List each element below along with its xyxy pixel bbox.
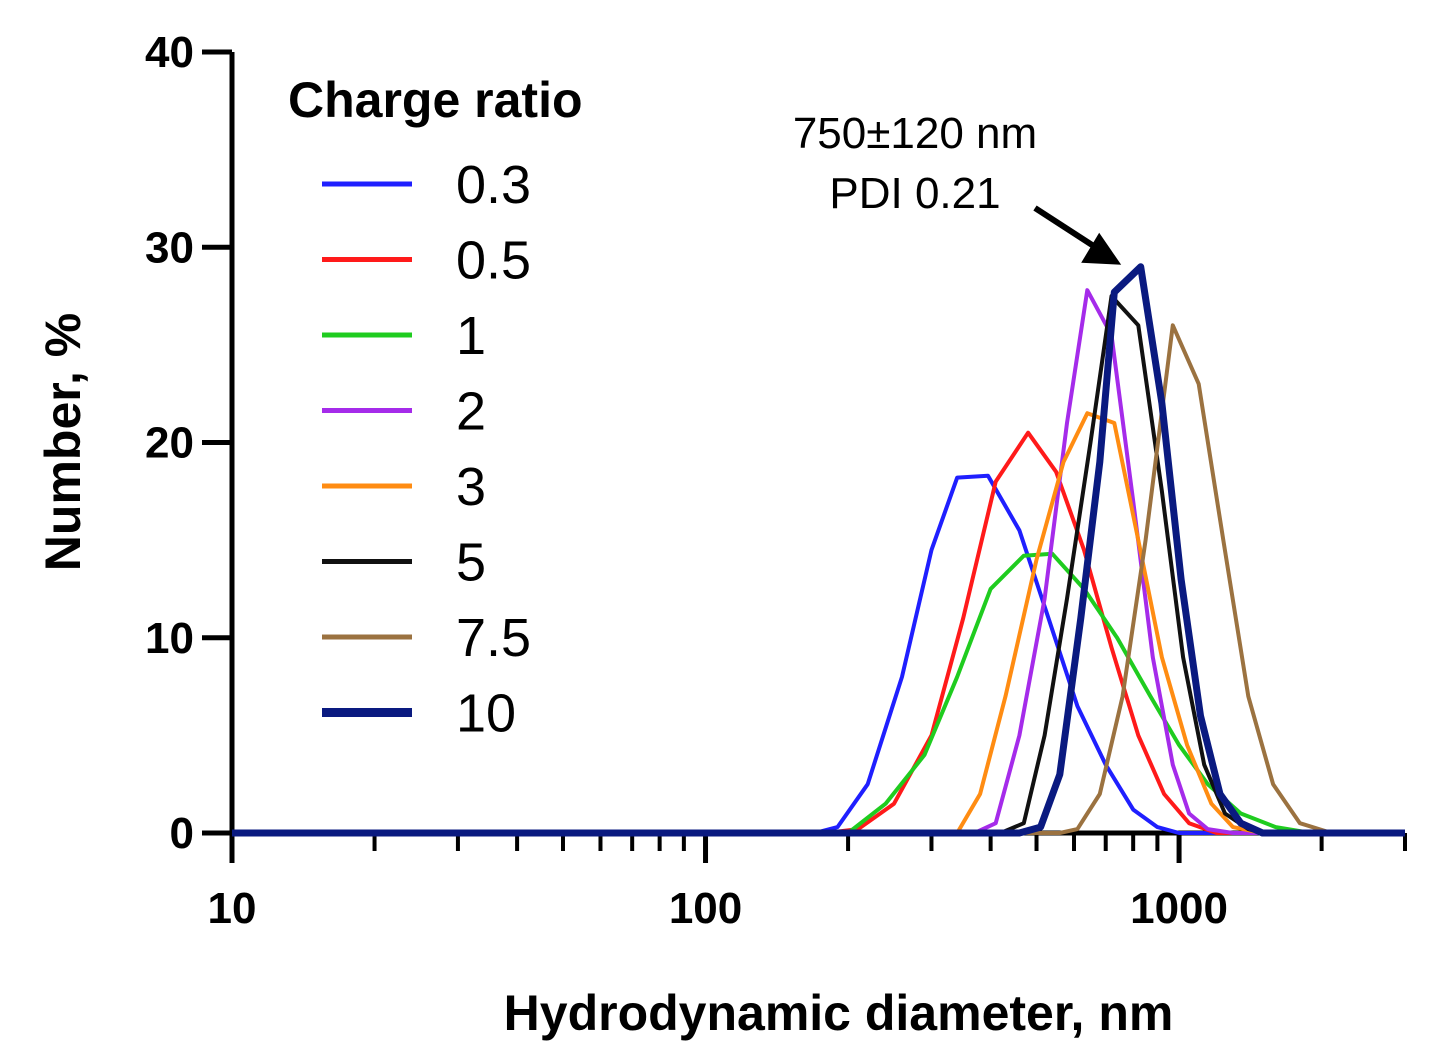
legend-title: Charge ratio <box>288 72 583 128</box>
series-line-10 <box>232 263 1405 837</box>
y-tick-label: 30 <box>145 223 194 272</box>
x-tick-label: 10 <box>208 884 257 933</box>
legend-label-3: 3 <box>456 457 486 517</box>
legend-label-10: 10 <box>456 684 516 744</box>
legend-label-2: 2 <box>456 382 486 442</box>
y-tick-label: 20 <box>145 419 194 468</box>
series-line-1 <box>232 551 1405 835</box>
series-line-7-5 <box>232 323 1405 835</box>
y-tick-label: 0 <box>170 809 194 858</box>
legend-label-0-5: 0.5 <box>456 231 531 291</box>
annotation-arrow-head <box>1081 232 1122 265</box>
axes: 0 10 20 30 40 10 100 1000 Hydrodynamic diameter,… <box>35 28 1407 1041</box>
series-layer <box>232 263 1405 837</box>
y-tick-label: 40 <box>145 28 194 77</box>
x-axis-title: Hydrodynamic diameter, nm <box>504 985 1174 1041</box>
legend-label-5: 5 <box>456 533 486 593</box>
series-line-0-5 <box>232 430 1405 835</box>
x-tick-label: 1000 <box>1130 884 1228 933</box>
annotation-size: 750±120 nm <box>793 109 1037 158</box>
series-line-0-3 <box>232 473 1405 835</box>
y-tick-label: 10 <box>145 614 194 663</box>
y-axis-title: Number, % <box>35 313 91 571</box>
legend-label-7-5: 7.5 <box>456 608 531 668</box>
annotation-pdi: PDI 0.21 <box>829 169 1000 218</box>
annotation: 750±120 nm PDI 0.21 <box>793 109 1122 265</box>
legend: Charge ratio 0.3 0.5 1 2 3 5 7.5 10 <box>288 72 583 744</box>
x-tick-label: 100 <box>669 884 742 933</box>
series-line-3 <box>232 411 1405 835</box>
legend-label-0-3: 0.3 <box>456 155 531 215</box>
legend-label-1: 1 <box>456 306 486 366</box>
